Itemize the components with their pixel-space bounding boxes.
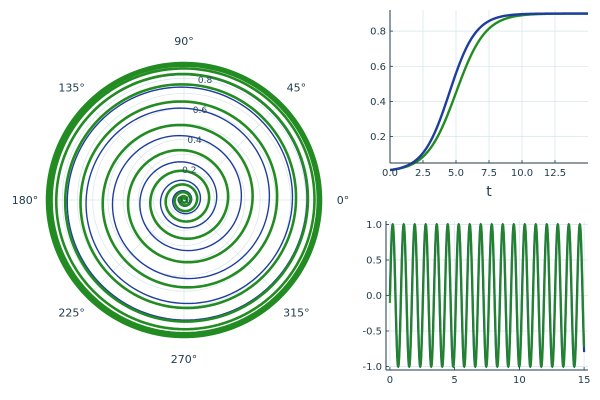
x-tick-label: 7.5 <box>481 168 497 179</box>
sine-axes: 0 5 10 15 1.0 0.5 0.0 -0.5 -1.0 <box>362 220 590 386</box>
polar-angle-tick-label: 90° <box>174 35 194 48</box>
logistic-x-axis-label: t <box>486 184 492 200</box>
polar-spiral-series-2 <box>45 61 323 339</box>
logistic-series <box>389 12 588 172</box>
x-tick-label: 2.5 <box>415 168 431 179</box>
sine-series <box>388 222 586 369</box>
polar-angle-ticks: 0° 45° 90° 135° 180° 225° 270° 315° <box>12 35 350 366</box>
y-tick-label: 0.8 <box>370 27 386 38</box>
x-tick-label: 10 <box>513 375 526 386</box>
polar-chart: 0.0 0.2 0.4 0.6 0.8 0° 45° 90° 135° 180° 225° 270°… <box>12 35 350 366</box>
sine-chart: 0 5 10 15 1.0 0.5 0.0 -0.5 -1.0 <box>362 220 590 386</box>
y-tick-label: 0.2 <box>370 132 386 143</box>
polar-angle-tick-label: 135° <box>58 82 85 95</box>
polar-radial-tick-label: 0.4 <box>187 136 202 146</box>
polar-grid-spoke <box>86 199 185 298</box>
polar-angle-tick-label: 225° <box>58 306 85 319</box>
x-tick-label: 5 <box>451 375 457 386</box>
x-tick-label: 12.5 <box>544 168 566 179</box>
polar-angle-tick-label: 45° <box>287 82 307 95</box>
polar-radial-tick-label: 0.6 <box>193 106 208 116</box>
sine-series-2 <box>388 223 586 369</box>
polar-angle-tick-label: 270° <box>171 353 198 366</box>
polar-grid-spoke <box>183 199 282 298</box>
y-tick-label: 1.0 <box>366 220 382 231</box>
y-tick-label: 0.5 <box>366 256 382 267</box>
polar-radial-ticks: 0.0 0.2 0.4 0.6 0.8 <box>177 76 213 206</box>
polar-radial-tick-label: 0.2 <box>182 166 196 176</box>
logistic-grid <box>389 10 588 163</box>
polar-radial-tick-label: 0.8 <box>198 76 213 86</box>
polar-radial-tick-label: 0.0 <box>177 196 192 206</box>
x-tick-label: 0 <box>387 375 393 386</box>
x-tick-label: 5.0 <box>448 168 464 179</box>
polar-angle-tick-label: 315° <box>283 306 310 319</box>
y-tick-label: -0.5 <box>362 327 382 338</box>
y-tick-label: 0.4 <box>370 97 386 108</box>
logistic-series-1 <box>389 12 588 172</box>
x-tick-label: 15 <box>578 375 591 386</box>
y-tick-label: 0.0 <box>366 291 382 302</box>
y-tick-label: 0.6 <box>370 62 386 73</box>
polar-series <box>45 61 323 339</box>
x-tick-label: 0.0 <box>382 168 398 179</box>
logistic-chart: 0.0 2.5 5.0 7.5 10.0 12.5 0.2 0.4 0.6 0.8 t <box>370 10 588 200</box>
polar-angle-tick-label: 180° <box>12 194 39 207</box>
polar-angle-tick-label: 0° <box>337 194 350 207</box>
x-tick-label: 10.0 <box>511 168 533 179</box>
y-tick-label: -1.0 <box>362 362 382 373</box>
logistic-axes: 0.0 2.5 5.0 7.5 10.0 12.5 0.2 0.4 0.6 0.8 <box>370 10 588 179</box>
